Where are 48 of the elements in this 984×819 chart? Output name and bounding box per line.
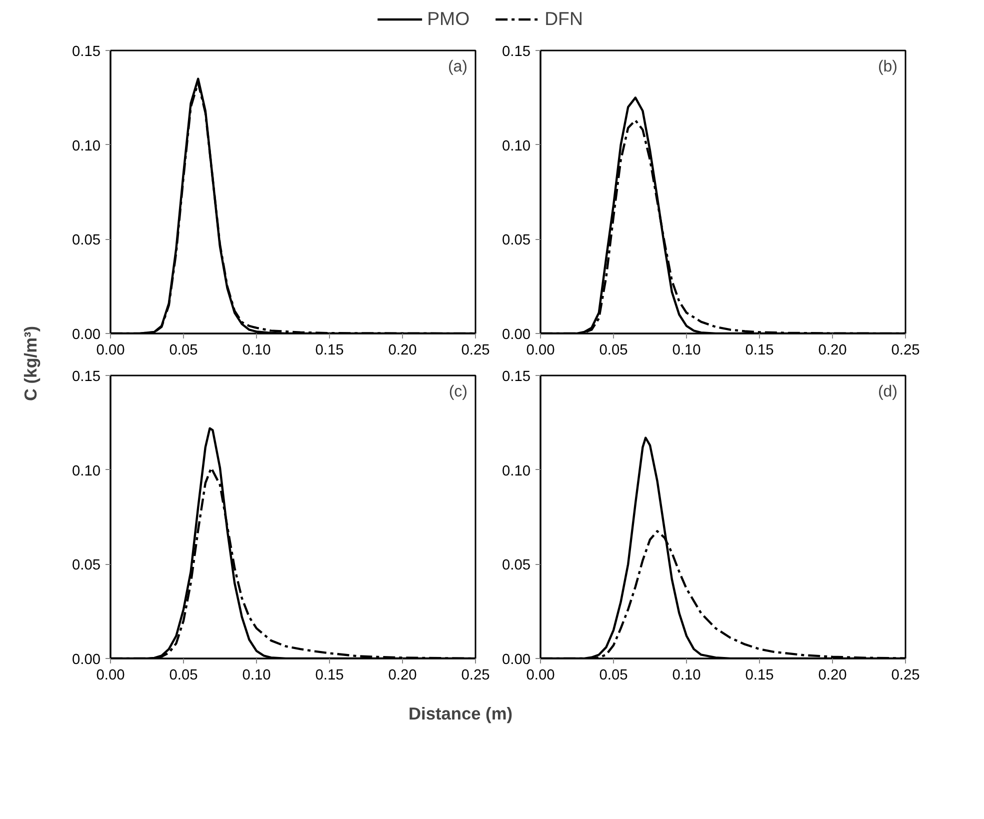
x-tick-label: 0.10 <box>672 342 701 358</box>
annotation: (a) <box>448 58 468 76</box>
y-tick-label: 0.00 <box>502 652 531 668</box>
y-tick-label: 0.15 <box>72 369 101 385</box>
y-tick-label: 0.15 <box>502 44 531 60</box>
annotation: (b) <box>878 58 898 76</box>
x-tick-label: 0.05 <box>169 668 198 684</box>
x-tick-label: 0.25 <box>891 342 920 358</box>
x-tick-label: 0.20 <box>818 668 847 684</box>
y-tick-label: 0.10 <box>502 463 531 480</box>
x-tick-label: 0.20 <box>388 668 417 684</box>
x-tick-label: 0.25 <box>461 342 490 358</box>
x-tick-label: 0.15 <box>315 342 344 358</box>
y-axis-title: C (kg/m³) <box>20 326 40 402</box>
x-tick-label: 0.10 <box>242 342 271 358</box>
y-tick-label: 0.00 <box>502 327 531 343</box>
x-tick-label: 0.15 <box>745 342 774 358</box>
x-tick-label: 0.00 <box>526 668 555 684</box>
x-tick-label: 0.10 <box>672 668 701 684</box>
y-tick-label: 0.00 <box>72 652 101 668</box>
x-tick-label: 0.25 <box>891 668 920 684</box>
x-tick-label: 0.25 <box>461 668 490 684</box>
x-tick-label: 0.00 <box>526 342 555 358</box>
y-tick-label: 0.15 <box>72 44 101 60</box>
x-tick-label: 0.05 <box>599 342 628 358</box>
annotation: (c) <box>448 384 468 400</box>
y-tick-label: 0.10 <box>502 138 531 154</box>
x-axis-title: Distance (m) <box>408 704 513 724</box>
x-tick-label: 0.05 <box>169 342 198 358</box>
y-tick-label: 0.05 <box>502 232 531 249</box>
y-tick-label: 0.15 <box>502 369 531 385</box>
x-tick-label: 0.20 <box>388 342 417 358</box>
x-tick-label: 0.05 <box>599 668 628 684</box>
x-tick-label: 0.00 <box>96 342 125 358</box>
y-tick-label: 0.10 <box>72 138 101 154</box>
y-tick-label: 0.10 <box>72 463 101 480</box>
x-tick-label: 0.20 <box>818 342 847 358</box>
legend-label: DFN <box>544 8 583 30</box>
y-tick-label: 0.00 <box>72 327 101 343</box>
legend-label: PMO <box>427 8 470 30</box>
x-tick-label: 0.15 <box>745 668 774 684</box>
y-tick-label: 0.05 <box>72 558 101 574</box>
y-tick-label: 0.05 <box>72 232 101 249</box>
annotation: (d) <box>878 384 898 400</box>
x-tick-label: 0.10 <box>242 668 271 684</box>
x-tick-label: 0.15 <box>315 668 344 684</box>
y-tick-label: 0.05 <box>502 558 531 574</box>
x-tick-label: 0.00 <box>96 668 125 684</box>
